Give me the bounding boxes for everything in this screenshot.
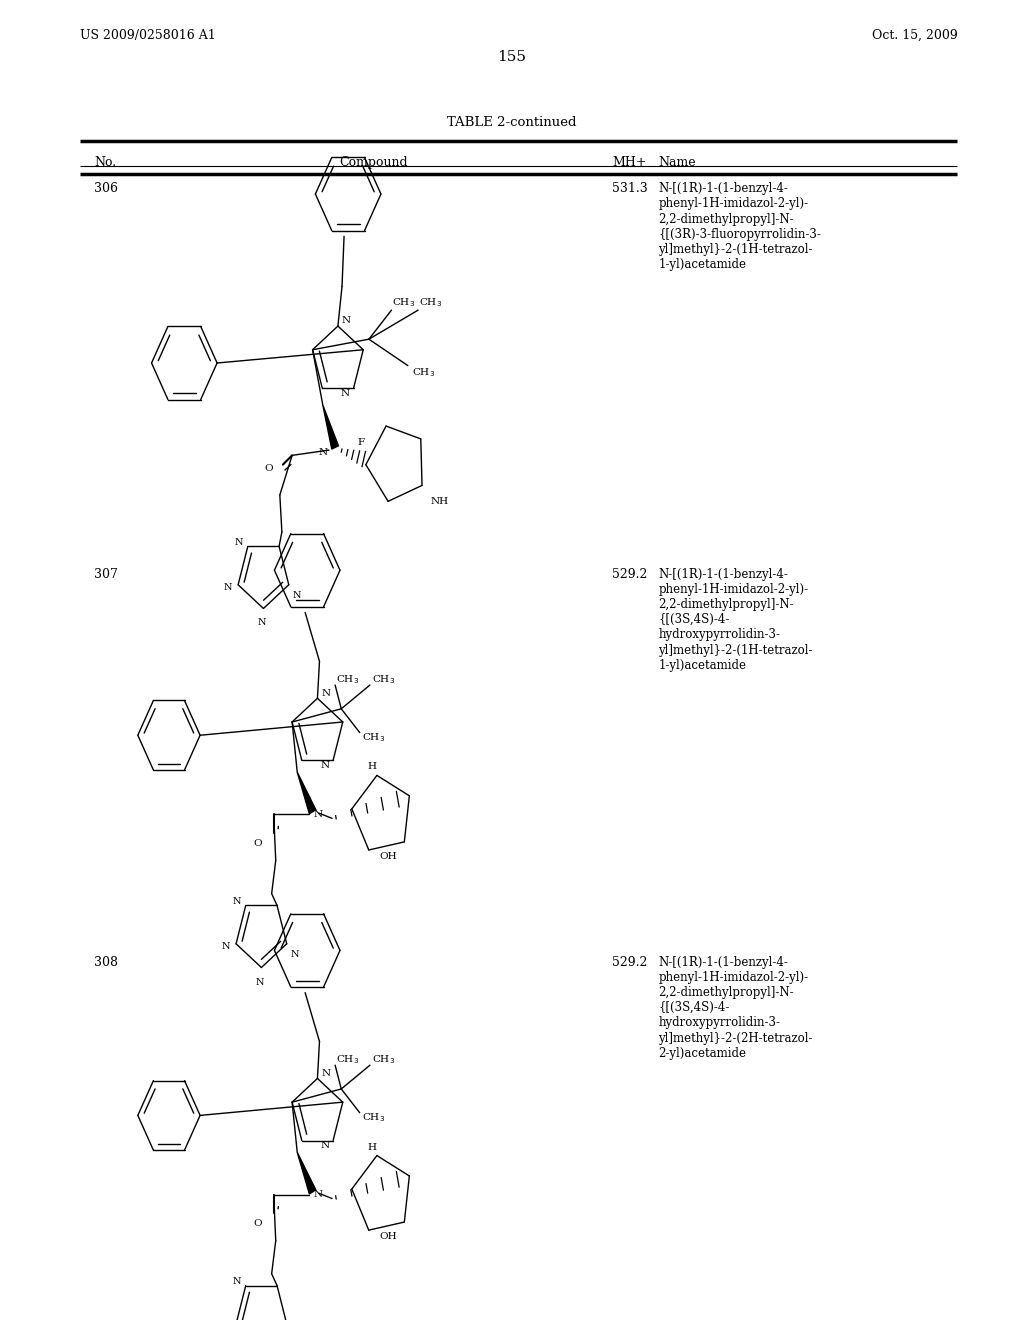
Text: 2,2-dimethylpropyl]-N-: 2,2-dimethylpropyl]-N- <box>658 598 794 611</box>
Text: O: O <box>264 465 272 473</box>
Text: {[(3S,4S)-4-: {[(3S,4S)-4- <box>658 612 730 626</box>
Text: O: O <box>254 840 262 847</box>
Text: N: N <box>223 583 232 591</box>
Text: OH: OH <box>379 1233 396 1241</box>
Text: O: O <box>254 1220 262 1228</box>
Text: N: N <box>322 689 330 697</box>
Text: TABLE 2-continued: TABLE 2-continued <box>447 116 577 129</box>
Text: N: N <box>257 619 265 627</box>
Text: 306: 306 <box>94 182 118 195</box>
Text: 529.2: 529.2 <box>612 568 648 581</box>
Text: CH$_3$: CH$_3$ <box>361 1111 385 1125</box>
Text: phenyl-1H-imidazol-2-yl)-: phenyl-1H-imidazol-2-yl)- <box>658 972 809 983</box>
Text: CH$_3$: CH$_3$ <box>336 1053 359 1067</box>
Polygon shape <box>323 405 339 449</box>
Text: N: N <box>234 539 243 546</box>
Text: phenyl-1H-imidazol-2-yl)-: phenyl-1H-imidazol-2-yl)- <box>658 197 809 210</box>
Polygon shape <box>297 1152 315 1195</box>
Text: N: N <box>232 898 241 906</box>
Text: N: N <box>342 317 350 325</box>
Text: N: N <box>255 978 263 986</box>
Text: Name: Name <box>658 156 696 169</box>
Text: N-[(1R)-1-(1-benzyl-4-: N-[(1R)-1-(1-benzyl-4- <box>658 182 788 195</box>
Text: yl]methyl}-2-(1H-tetrazol-: yl]methyl}-2-(1H-tetrazol- <box>658 243 813 256</box>
Text: Compound: Compound <box>339 156 409 169</box>
Text: CH$_3$: CH$_3$ <box>412 366 435 379</box>
Text: yl]methyl}-2-(1H-tetrazol-: yl]methyl}-2-(1H-tetrazol- <box>658 644 813 656</box>
Text: N: N <box>232 1278 241 1286</box>
Text: CH$_3$: CH$_3$ <box>336 673 359 686</box>
Polygon shape <box>297 772 315 814</box>
Text: N: N <box>318 449 328 457</box>
Text: 529.2: 529.2 <box>612 956 648 969</box>
Text: CH$_3$: CH$_3$ <box>392 296 416 309</box>
Text: N: N <box>322 1069 330 1077</box>
Text: 1-yl)acetamide: 1-yl)acetamide <box>658 259 746 271</box>
Text: N: N <box>341 389 350 397</box>
Text: phenyl-1H-imidazol-2-yl)-: phenyl-1H-imidazol-2-yl)- <box>658 583 809 595</box>
Text: hydroxypyrrolidin-3-: hydroxypyrrolidin-3- <box>658 628 780 642</box>
Text: N: N <box>321 762 330 770</box>
Text: N: N <box>321 1142 330 1150</box>
Text: No.: No. <box>94 156 117 169</box>
Text: N: N <box>313 1191 323 1199</box>
Text: CH$_3$: CH$_3$ <box>361 731 385 744</box>
Text: 308: 308 <box>94 956 118 969</box>
Text: 531.3: 531.3 <box>612 182 648 195</box>
Text: {[(3R)-3-fluoropyrrolidin-3-: {[(3R)-3-fluoropyrrolidin-3- <box>658 227 821 240</box>
Text: 1-yl)acetamide: 1-yl)acetamide <box>658 659 746 672</box>
Text: US 2009/0258016 A1: US 2009/0258016 A1 <box>80 29 216 42</box>
Text: hydroxypyrrolidin-3-: hydroxypyrrolidin-3- <box>658 1016 780 1030</box>
Text: 2,2-dimethylpropyl]-N-: 2,2-dimethylpropyl]-N- <box>658 986 794 999</box>
Text: CH$_3$: CH$_3$ <box>372 1053 395 1067</box>
Text: 2,2-dimethylpropyl]-N-: 2,2-dimethylpropyl]-N- <box>658 213 794 226</box>
Text: H: H <box>368 1143 377 1151</box>
Text: N-[(1R)-1-(1-benzyl-4-: N-[(1R)-1-(1-benzyl-4- <box>658 568 788 581</box>
Text: H: H <box>368 763 377 771</box>
Text: 155: 155 <box>498 50 526 65</box>
Text: 2-yl)acetamide: 2-yl)acetamide <box>658 1047 746 1060</box>
Text: CH$_3$: CH$_3$ <box>372 673 395 686</box>
Text: N: N <box>291 950 299 958</box>
Text: Oct. 15, 2009: Oct. 15, 2009 <box>871 29 957 42</box>
Text: OH: OH <box>379 853 396 861</box>
Text: 307: 307 <box>94 568 118 581</box>
Text: NH: NH <box>430 496 449 506</box>
Text: F: F <box>357 438 365 446</box>
Text: MH+: MH+ <box>612 156 647 169</box>
Text: N-[(1R)-1-(1-benzyl-4-: N-[(1R)-1-(1-benzyl-4- <box>658 956 788 969</box>
Text: CH$_3$: CH$_3$ <box>419 296 442 309</box>
Text: N: N <box>313 810 323 818</box>
Text: {[(3S,4S)-4-: {[(3S,4S)-4- <box>658 1001 730 1014</box>
Text: yl]methyl}-2-(2H-tetrazol-: yl]methyl}-2-(2H-tetrazol- <box>658 1032 813 1044</box>
Text: N: N <box>293 591 301 599</box>
Text: N: N <box>221 942 230 950</box>
